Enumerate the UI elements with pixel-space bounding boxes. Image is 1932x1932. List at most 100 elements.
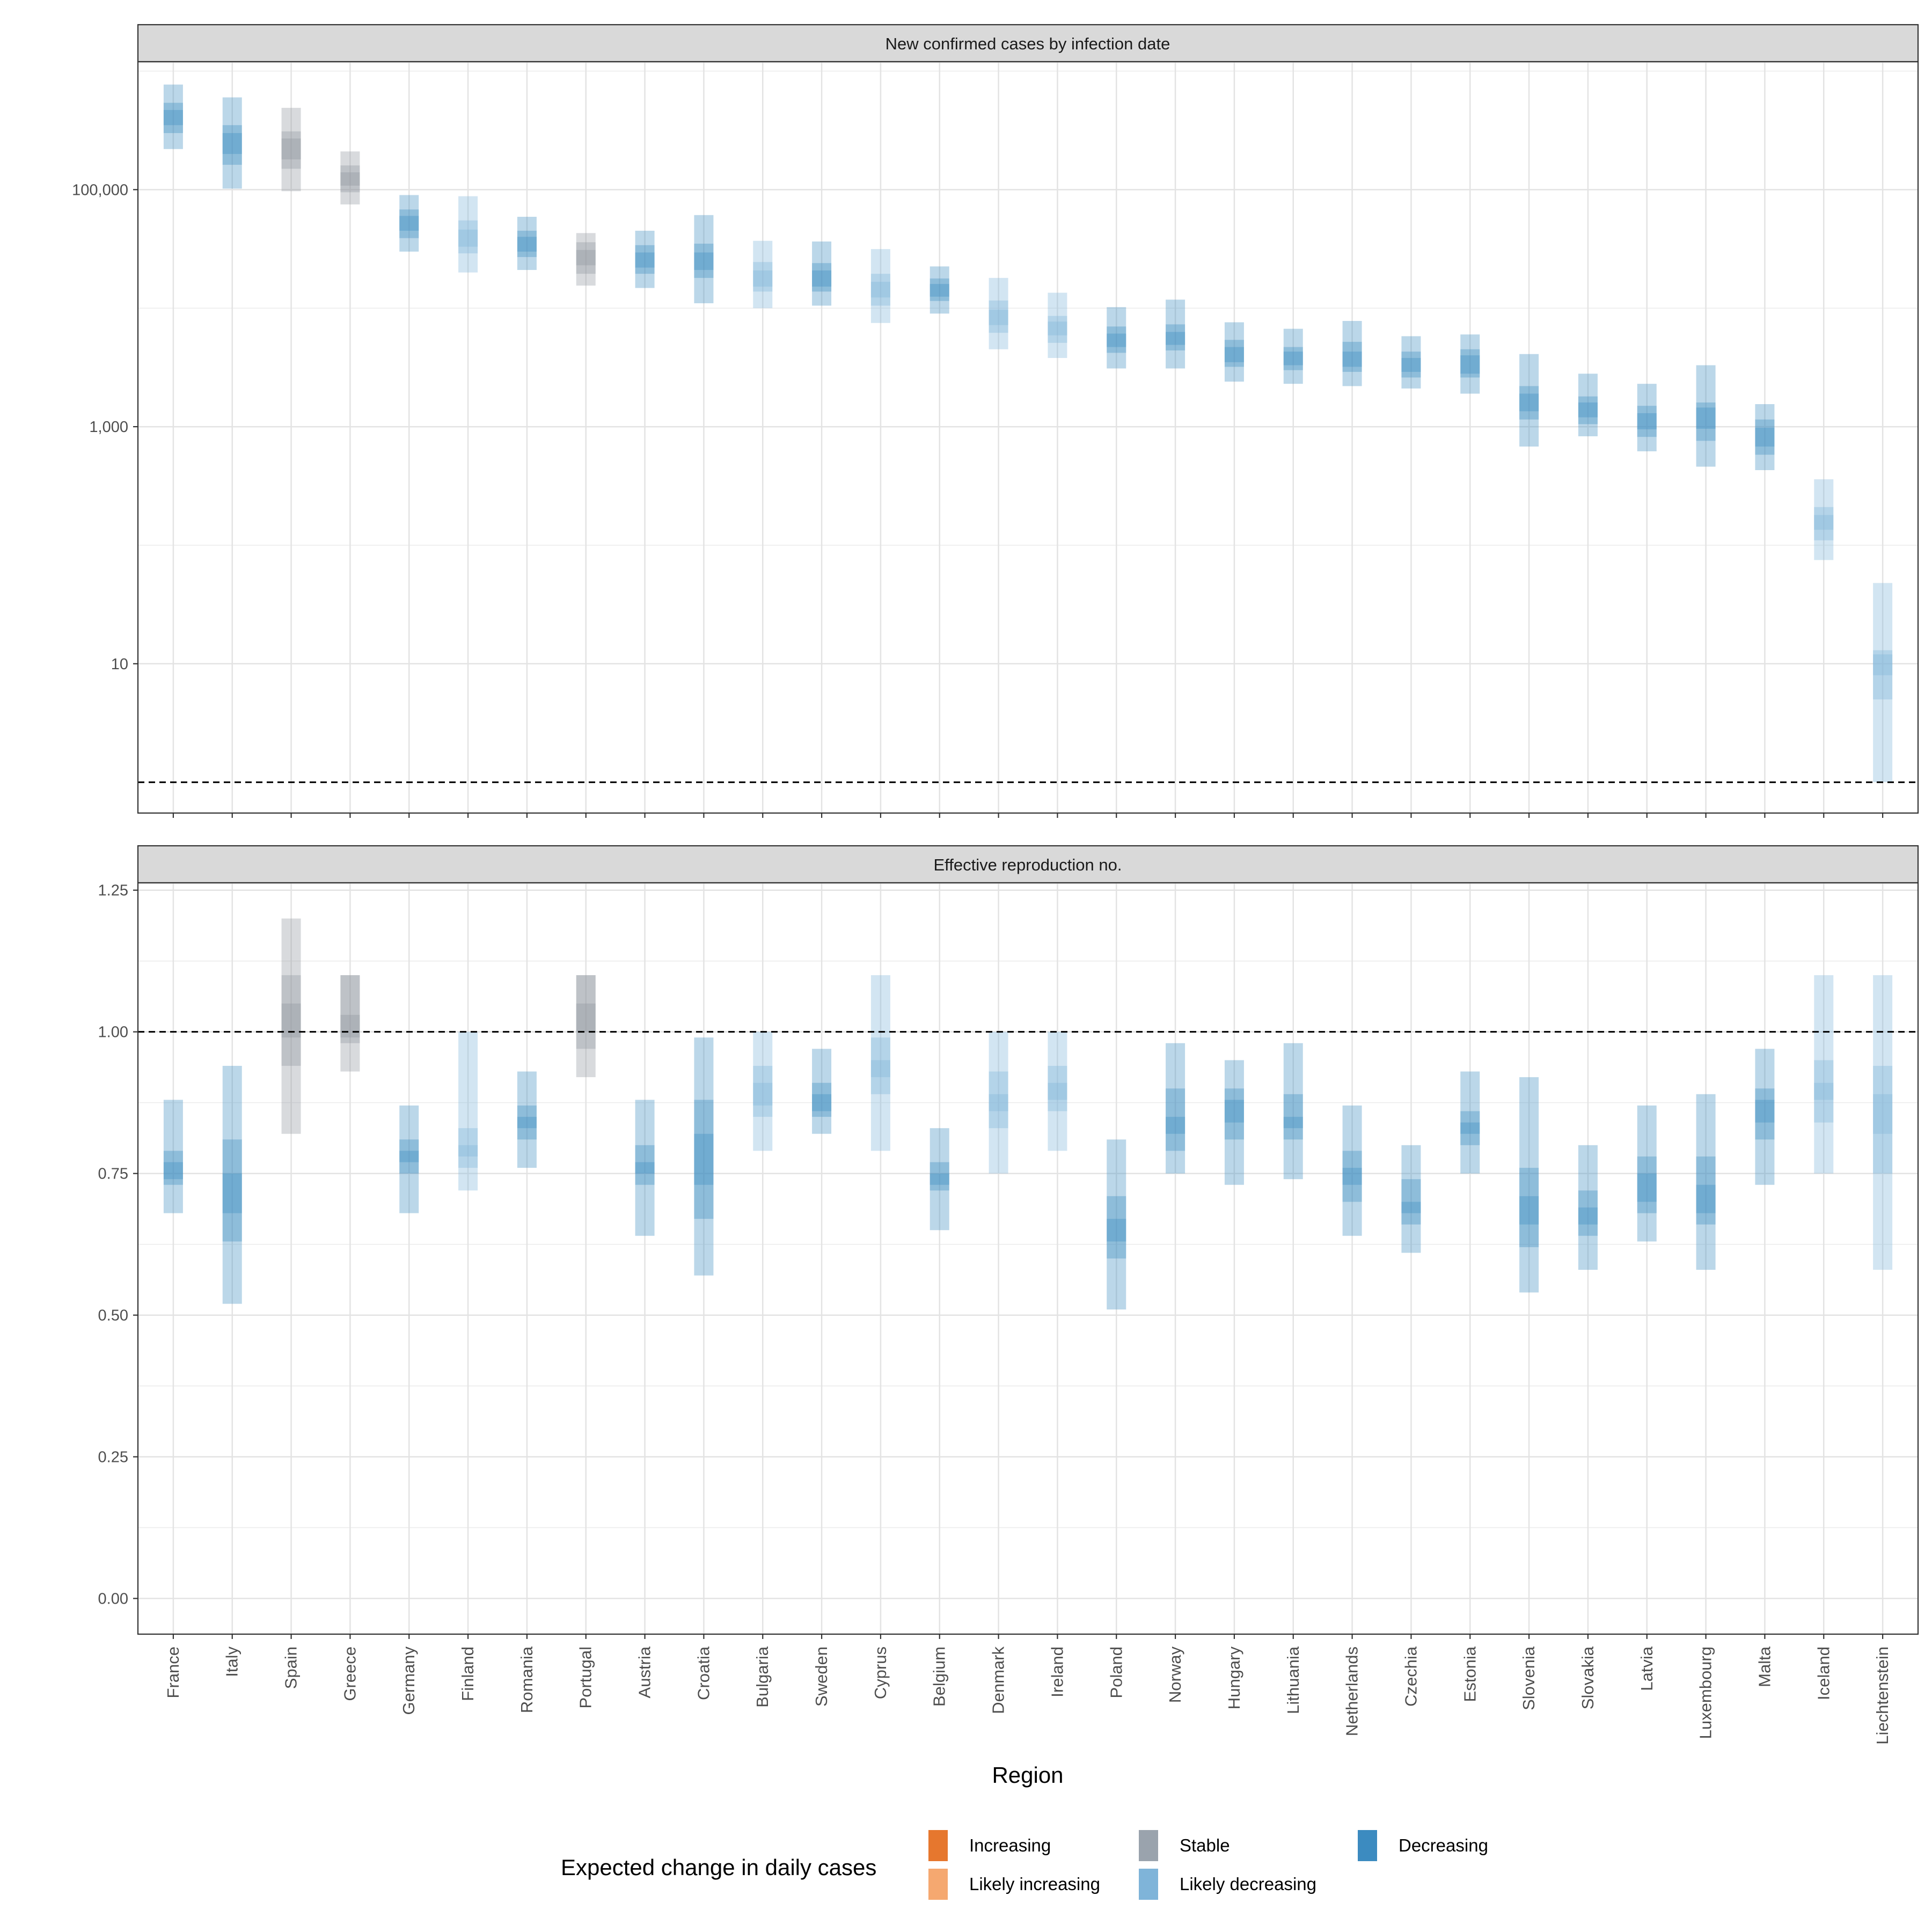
panel-cases-y-axis: 10 1,000 100,000 [72,181,138,673]
interval-20-iceland [1814,515,1834,530]
x-tick-label-estonia: Estonia [1460,1646,1479,1702]
interval-20-germany [399,1151,419,1162]
panel-cases-intervals [163,84,1893,782]
interval-20-czechia [1401,358,1421,372]
x-tick-label-cyprus: Cyprus [871,1646,890,1699]
interval-50-czechia [1401,352,1421,378]
interval-90-poland [1107,307,1126,369]
x-tick-label-slovenia: Slovenia [1519,1646,1538,1710]
interval-90-ireland [1048,292,1067,358]
x-tick-label-finland: Finland [458,1646,477,1701]
interval-50-norway [1166,1088,1185,1151]
interval-20-hungary [1224,347,1244,362]
interval-20-austria [635,252,655,268]
interval-50-finland [458,220,478,254]
x-tick-label-norway: Norway [1166,1646,1184,1703]
x-tick-label-denmark: Denmark [989,1646,1008,1714]
legend-label-stable: Stable [1180,1835,1230,1855]
interval-50-croatia [694,1100,714,1219]
interval-50-romania [517,230,537,257]
interval-20-latvia [1637,1173,1657,1202]
interval-50-france [163,103,183,133]
interval-90-malta [1755,1049,1775,1185]
panel-cases-title: New confirmed cases by infection date [885,34,1170,53]
interval-20-greece [340,1015,360,1038]
interval-90-slovakia [1578,374,1598,436]
interval-90-spain [281,918,301,1134]
interval-90-lithuania [1283,1043,1303,1180]
interval-50-ireland [1048,316,1067,343]
x-tick-label-luxembourg: Luxembourg [1696,1646,1715,1739]
interval-90-spain [281,107,301,192]
interval-20-netherlands [1342,1168,1362,1185]
interval-50-iceland [1814,507,1834,540]
interval-50-croatia [694,244,714,278]
legend-swatch-stable [1139,1830,1158,1861]
interval-90-liechtenstein [1873,975,1893,1270]
interval-50-portugal [576,242,596,274]
x-tick-label-romania: Romania [517,1646,536,1713]
interval-20-portugal [576,1003,596,1032]
interval-90-bulgaria [753,240,773,309]
panel-cases-gridlines [138,62,1918,813]
interval-50-poland [1107,326,1126,353]
legend-swatch-decreasing [1358,1830,1377,1861]
interval-50-czechia [1401,1179,1421,1225]
interval-90-lithuania [1283,328,1303,384]
interval-20-luxembourg [1696,1184,1716,1213]
interval-20-denmark [989,1094,1008,1111]
interval-90-hungary [1224,322,1244,382]
legend-swatch-likely-increasing [928,1869,948,1900]
interval-50-netherlands [1342,341,1362,372]
interval-50-romania [517,1105,537,1140]
interval-90-greece [340,975,360,1072]
interval-90-slovakia [1578,1145,1598,1270]
interval-50-slovakia [1578,396,1598,425]
interval-50-cyprus [870,274,890,306]
interval-20-france [163,109,183,126]
interval-50-latvia [1637,1156,1657,1213]
interval-90-czechia [1401,1145,1421,1253]
interval-90-ireland [1048,1031,1067,1151]
interval-20-luxembourg [1696,407,1716,429]
interval-20-germany [399,216,419,231]
x-tick-label-hungary: Hungary [1225,1646,1243,1710]
interval-50-portugal [576,975,596,1049]
interval-50-luxembourg [1696,1156,1716,1225]
interval-20-liechtenstein [1873,1094,1893,1134]
interval-20-hungary [1224,1100,1244,1123]
panel-cases-border [137,61,1919,814]
interval-20-malta [1755,428,1775,447]
interval-90-cyprus [870,975,890,1151]
interval-90-iceland [1814,975,1834,1174]
interval-50-netherlands [1342,1151,1362,1202]
x-tick-label-malta: Malta [1755,1646,1774,1687]
interval-90-italy [222,97,242,189]
interval-20-finland [458,1145,478,1157]
interval-50-greece [340,165,360,193]
interval-20-finland [458,229,478,247]
interval-50-belgium [930,1162,949,1191]
interval-20-netherlands [1342,352,1362,367]
interval-90-latvia [1637,384,1657,451]
panel-cases: New confirmed cases by infection date 10… [72,24,1919,818]
interval-90-portugal [576,233,596,286]
interval-20-austria [635,1162,655,1174]
x-tick-label-italy: Italy [223,1646,241,1677]
interval-50-spain [281,975,301,1066]
interval-90-norway [1166,1043,1185,1174]
legend-title: Expected change in daily cases [561,1855,876,1880]
interval-50-spain [281,131,301,169]
y-tick-label: 0.75 [98,1166,128,1183]
interval-90-netherlands [1342,1105,1362,1236]
interval-90-slovenia [1519,1077,1539,1293]
interval-20-slovenia [1519,393,1539,412]
interval-90-norway [1166,299,1185,369]
interval-50-bulgaria [753,1066,773,1117]
interval-90-romania [517,216,537,270]
interval-90-luxembourg [1696,1094,1716,1270]
x-tick-label-austria: Austria [635,1646,654,1698]
interval-50-norway [1166,324,1185,350]
interval-90-luxembourg [1696,365,1716,467]
